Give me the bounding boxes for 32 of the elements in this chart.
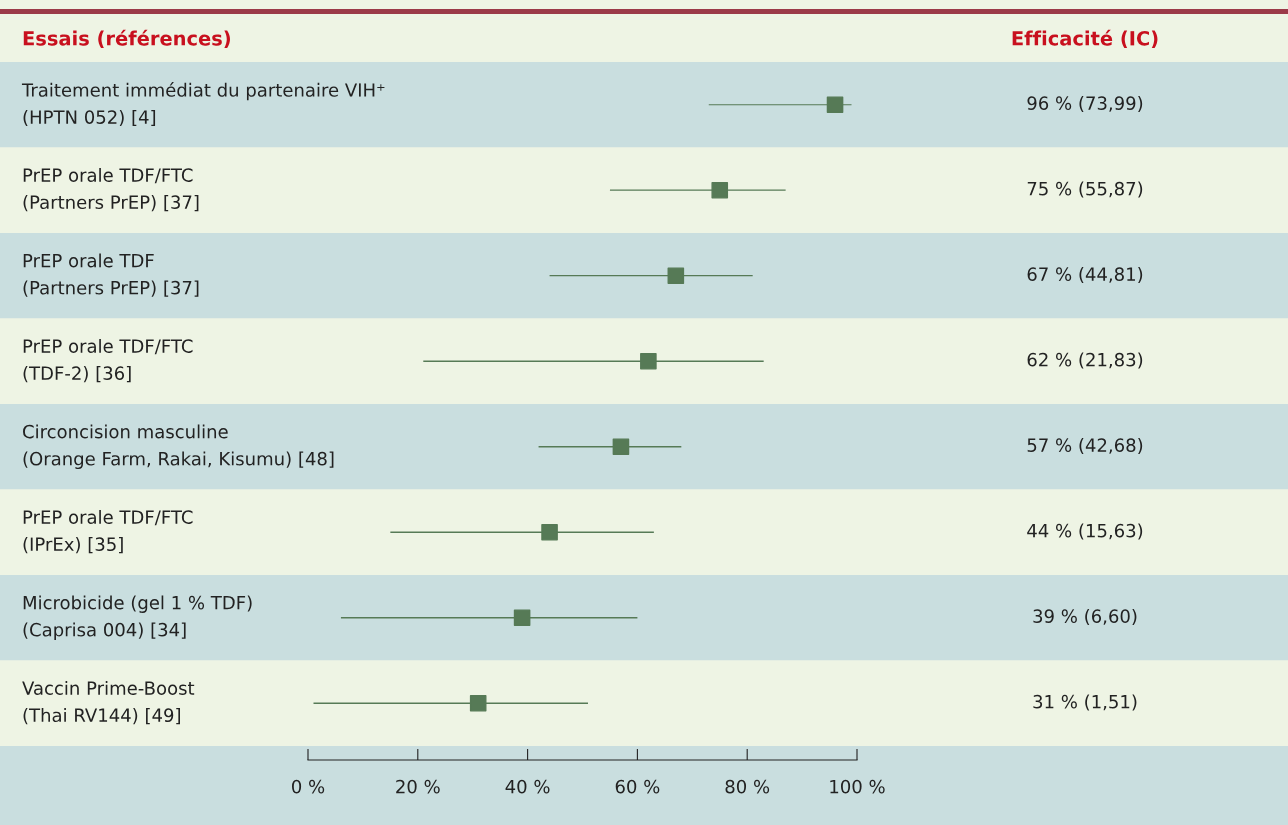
y-tick-label: PrEP orale TDF/FTC (IPrEx) [35] [23, 509, 193, 554]
point [826, 96, 844, 114]
x-tick-label: 100 % [830, 779, 885, 794]
data-label: 96 % (73,99) [1027, 96, 1143, 113]
x-tick-label: 20 % [396, 779, 440, 794]
point [640, 352, 657, 370]
y-tick-label: Traitement immédiat du partenaire VIH⁺ (HPTN 052) [4] [21, 82, 385, 127]
data-label: 75 % (55,87) [1027, 181, 1143, 198]
point [541, 523, 558, 541]
data-label: 31 % (1,51) [1033, 694, 1137, 711]
point [469, 694, 487, 712]
x-tick-label: 40 % [505, 779, 550, 794]
point [513, 609, 531, 627]
y-tick-label: PrEP orale TDF/FTC (TDF-2) [36] [23, 338, 193, 383]
point [667, 267, 685, 285]
data-label: 44 % (15,63) [1027, 523, 1143, 540]
y-tick-label: Microbicide (gel 1 % TDF) (Caprisa 004) [34] [23, 595, 252, 641]
y-tick-label: Vaccin Prime-Boost (Thai RV144) [49] [22, 680, 195, 725]
point [711, 181, 729, 199]
data-label: 62 % (21,83) [1027, 352, 1143, 369]
x-tick-label: 80 % [725, 779, 770, 794]
text: Efficacité (IC) [1012, 29, 1158, 48]
data-label: 57 % (42,68) [1027, 438, 1143, 455]
x-tick-label: 0 % [292, 779, 325, 794]
data-label: 67 % (44,81) [1027, 267, 1143, 284]
x-tick-label: 60 % [615, 779, 660, 794]
y-tick-label: PrEP orale TDF (Partners PrEP) [37] [23, 253, 199, 297]
y-axis-title: Essais (références) [23, 29, 230, 48]
data-label: 39 % (6,60) [1033, 609, 1137, 626]
point [612, 438, 630, 456]
y-tick-label: Circoncision masculine (Orange Farm, Rakai, Kisumu) [48] [23, 424, 334, 470]
y-tick-label: PrEP orale TDF/FTC (Partners PrEP) [37] [23, 167, 199, 212]
